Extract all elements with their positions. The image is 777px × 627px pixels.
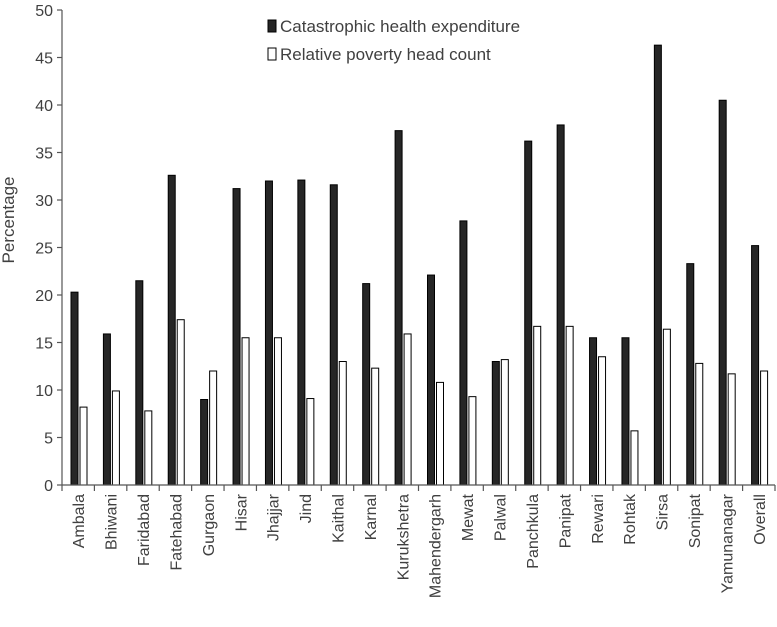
bar-catastrophic-rewari <box>589 337 598 486</box>
bar-poverty-rewari <box>598 356 607 486</box>
bar-catastrophic-hisar <box>232 188 241 486</box>
bar-poverty-jind <box>306 398 315 486</box>
y-tick-label: 0 <box>44 478 53 495</box>
x-tick-label: Rohtak <box>622 493 639 545</box>
x-tick-label: Sonipat <box>687 493 704 548</box>
x-tick-label: Gurgaon <box>201 494 218 556</box>
bar-poverty-sirsa <box>662 328 671 486</box>
bar-catastrophic-jhajjar <box>264 180 273 486</box>
x-tick-label: Panchkula <box>525 494 542 569</box>
y-tick-label: 35 <box>35 146 53 163</box>
bar-catastrophic-fatehabad <box>167 174 176 486</box>
bar-catastrophic-kaithal <box>329 184 338 486</box>
x-tick-label: Rewari <box>590 494 607 544</box>
bar-catastrophic-overall <box>751 245 760 486</box>
bar-catastrophic-gurgaon <box>200 399 209 486</box>
legend-swatch-poverty <box>267 47 277 61</box>
bar-catastrophic-rohtak <box>621 337 630 486</box>
bar-poverty-bhiwani <box>111 390 120 486</box>
bar-poverty-kaithal <box>338 361 347 486</box>
y-axis-title: Percentage <box>0 177 18 264</box>
bar-catastrophic-mahendergarh <box>427 274 435 486</box>
bar-poverty-panchkula <box>533 325 542 486</box>
x-tick-label: Ambala <box>71 494 88 548</box>
bar-catastrophic-mewat <box>459 220 468 486</box>
bar-poverty-karnal <box>371 367 380 486</box>
bar-catastrophic-ambala <box>70 291 79 486</box>
x-tick-label: Jind <box>298 494 315 523</box>
y-tick-label: 20 <box>35 288 53 305</box>
bar-poverty-panipat <box>565 325 574 486</box>
bar-catastrophic-karnal <box>362 283 371 486</box>
bar-poverty-yamunanagar <box>727 373 736 486</box>
y-tick-label: 50 <box>35 3 53 20</box>
bar-poverty-gurgaon <box>209 370 218 486</box>
y-axis: 0 5 10 15 20 25 30 35 40 45 50 <box>35 3 63 495</box>
bar-catastrophic-kurukshetra <box>394 130 403 486</box>
bar-poverty-mewat <box>468 396 477 486</box>
legend-label-catastrophic: Catastrophic health expenditure <box>280 17 520 36</box>
bar-catastrophic-palwal <box>491 361 500 486</box>
x-tick-label: Karnal <box>363 494 380 540</box>
bar-poverty-ambala <box>79 406 88 486</box>
bar-catastrophic-yamunanagar <box>718 99 727 486</box>
bar-catastrophic-jind <box>297 179 306 486</box>
x-tick-label: Palwal <box>493 494 510 541</box>
x-axis: Ambala Bhiwani Faridabad Fatehabad Gurgaon Hi… <box>61 484 776 598</box>
bar-catastrophic-sonipat <box>686 263 695 486</box>
x-tick-label: Yamunanagar <box>719 493 736 593</box>
y-tick-label: 10 <box>35 383 53 400</box>
bars-group <box>70 44 769 486</box>
x-tick-label: Fatehabad <box>168 494 185 571</box>
x-tick-label: Kaithal <box>330 494 347 543</box>
bar-poverty-overall <box>760 370 769 486</box>
x-tick-label: Mahendergarh <box>428 494 445 598</box>
bar-poverty-hisar <box>241 337 250 486</box>
x-tick-label: Kurukshetra <box>395 494 412 580</box>
bar-catastrophic-panchkula <box>524 140 533 486</box>
bar-catastrophic-bhiwani <box>102 333 111 486</box>
x-tick-label: Bhiwani <box>104 494 121 550</box>
x-tick-label: Mewat <box>460 493 477 541</box>
bar-poverty-faridabad <box>144 410 153 486</box>
bar-poverty-fatehabad <box>176 319 185 486</box>
y-tick-label: 45 <box>35 51 53 68</box>
bar-catastrophic-faridabad <box>135 280 144 486</box>
bar-poverty-sonipat <box>695 362 704 486</box>
bar-poverty-palwal <box>500 359 509 486</box>
y-tick-label: 15 <box>35 336 53 353</box>
x-tick-label: Overall <box>752 494 769 545</box>
x-tick-label: Panipat <box>557 493 574 548</box>
bar-poverty-jhajjar <box>273 337 282 486</box>
y-tick-label: 5 <box>44 431 53 448</box>
x-tick-label: Jhajjar <box>266 493 283 541</box>
legend-label-poverty: Relative poverty head count <box>280 45 491 64</box>
legend: Catastrophic health expenditure Relative… <box>267 17 520 64</box>
x-tick-label: Sirsa <box>655 494 672 531</box>
x-tick-label: Faridabad <box>136 494 153 566</box>
y-tick-label: 25 <box>35 241 53 258</box>
bar-catastrophic-panipat <box>556 124 565 486</box>
bar-poverty-mahendergarh <box>436 381 444 486</box>
x-tick-label: Hisar <box>233 493 250 531</box>
bar-poverty-kurukshetra <box>403 333 412 486</box>
y-tick-label: 40 <box>35 98 53 115</box>
legend-swatch-catastrophic <box>267 19 277 33</box>
y-tick-label: 30 <box>35 193 53 210</box>
bar-catastrophic-sirsa <box>653 44 662 486</box>
bar-poverty-rohtak <box>630 430 639 486</box>
